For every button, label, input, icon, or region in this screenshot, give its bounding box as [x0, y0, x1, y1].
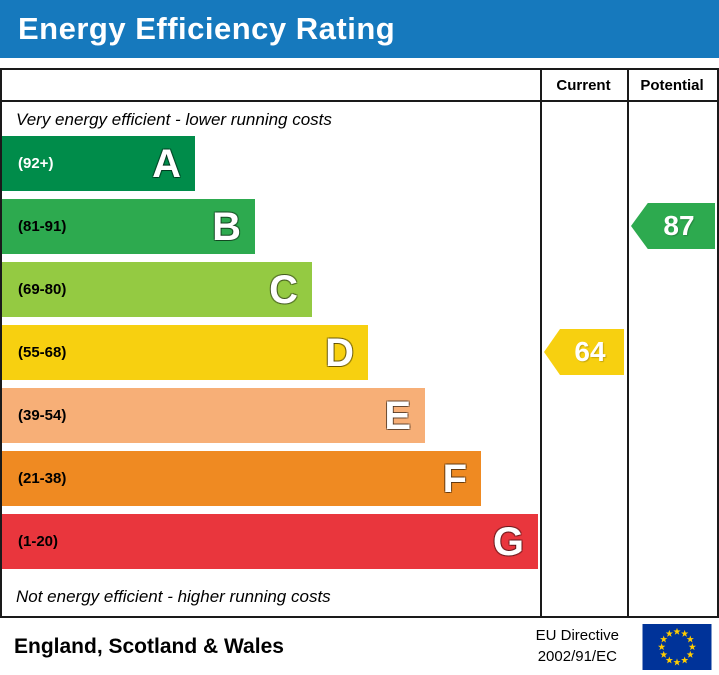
potential-rating-value: 87	[663, 210, 695, 241]
potential-column-divider	[627, 70, 629, 616]
bottom-caption: Not energy efficient - higher running co…	[16, 587, 331, 606]
band-a: (92+) A	[2, 136, 195, 191]
current-column-header: Current	[556, 76, 611, 94]
current-column-divider	[540, 70, 542, 616]
eu-directive-label: EU Directive 2002/91/EC	[536, 626, 619, 667]
band-g: (1-20) G	[2, 514, 538, 569]
band-letter: G	[492, 519, 524, 564]
chart-header: Current Potential	[2, 70, 717, 102]
band-letter: D	[325, 330, 354, 375]
band-e: (39-54) E	[2, 388, 425, 443]
band-range: (55-68)	[18, 344, 67, 361]
band-range: (21-38)	[18, 470, 67, 487]
band-letter: A	[152, 141, 181, 186]
band-range: (69-80)	[18, 281, 67, 298]
current-pointer: 64	[544, 329, 624, 375]
band-range: (1-20)	[18, 533, 59, 550]
band-range: (39-54)	[18, 407, 67, 424]
epc-chart: Current Potential Very energy efficient …	[0, 68, 719, 618]
band-d: (55-68) D	[2, 325, 368, 380]
eu-directive-line1: EU Directive	[535, 627, 619, 645]
band-letter: E	[384, 393, 411, 438]
band-f: (21-38) F	[2, 451, 481, 506]
current-rating-value: 64	[574, 336, 606, 367]
page-title: Energy Efficiency Rating	[18, 11, 396, 46]
top-caption: Very energy efficient - lower running co…	[16, 110, 332, 129]
band-c: (69-80) C	[2, 262, 312, 317]
region-label: England, Scotland & Wales	[14, 634, 284, 658]
footer: England, Scotland & Wales EU Directive 2…	[0, 618, 719, 675]
title-banner: Energy Efficiency Rating	[0, 0, 719, 58]
band-letter: C	[269, 267, 298, 312]
band-range: (81-91)	[18, 218, 67, 235]
eu-flag-icon	[642, 623, 712, 670]
eu-directive-line2: 2002/91/EC	[537, 647, 617, 665]
potential-column-header: Potential	[640, 76, 704, 94]
band-letter: F	[442, 456, 467, 501]
band-b: (81-91) B	[2, 199, 255, 254]
rating-bands: (92+) A (81-91) B (69-80) C (55-68) D (3…	[2, 136, 717, 569]
band-range: (92+)	[18, 155, 54, 172]
potential-pointer: 87	[631, 203, 715, 249]
band-letter: B	[212, 204, 241, 249]
